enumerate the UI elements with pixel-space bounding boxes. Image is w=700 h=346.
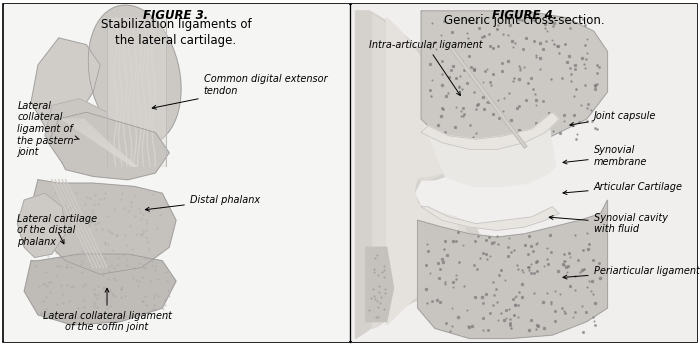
Polygon shape [421, 207, 559, 230]
Text: Stabilization ligaments of
the lateral cartilage.: Stabilization ligaments of the lateral c… [101, 18, 251, 47]
Text: FIGURE 3.: FIGURE 3. [144, 9, 209, 22]
Polygon shape [45, 99, 114, 166]
Polygon shape [421, 11, 608, 149]
Polygon shape [421, 112, 559, 149]
Polygon shape [107, 18, 166, 166]
Polygon shape [18, 193, 66, 257]
Text: Periarticular ligament: Periarticular ligament [563, 266, 699, 279]
Text: Lateral collateral ligament
of the coffin joint: Lateral collateral ligament of the coffi… [43, 288, 172, 333]
Polygon shape [31, 180, 176, 274]
Polygon shape [88, 5, 181, 145]
Polygon shape [366, 247, 393, 321]
Text: Intra-articular ligament: Intra-articular ligament [370, 40, 483, 95]
Text: Articular Cartilage: Articular Cartilage [563, 182, 682, 194]
Polygon shape [425, 126, 556, 186]
Text: Joint capsule: Joint capsule [570, 111, 656, 126]
Polygon shape [356, 11, 483, 338]
Text: Lateral cartilage
of the distal
phalanx: Lateral cartilage of the distal phalanx [18, 214, 97, 247]
Text: Synovial
membrane: Synovial membrane [563, 145, 647, 167]
Polygon shape [386, 18, 463, 325]
Polygon shape [373, 14, 470, 328]
Polygon shape [48, 112, 169, 180]
Text: Synovial cavity
with fluid: Synovial cavity with fluid [550, 213, 668, 235]
Text: FIGURE 4.: FIGURE 4. [492, 9, 557, 22]
Text: Lateral
collateral
ligament of
the pastern
joint: Lateral collateral ligament of the paste… [18, 101, 79, 157]
Polygon shape [418, 200, 608, 338]
Polygon shape [31, 38, 100, 133]
Text: Distal phalanx: Distal phalanx [146, 195, 260, 211]
Polygon shape [25, 254, 176, 325]
Text: Common digital extensor
tendon: Common digital extensor tendon [152, 74, 328, 109]
Text: Generic joint cross-section.: Generic joint cross-section. [444, 14, 605, 27]
